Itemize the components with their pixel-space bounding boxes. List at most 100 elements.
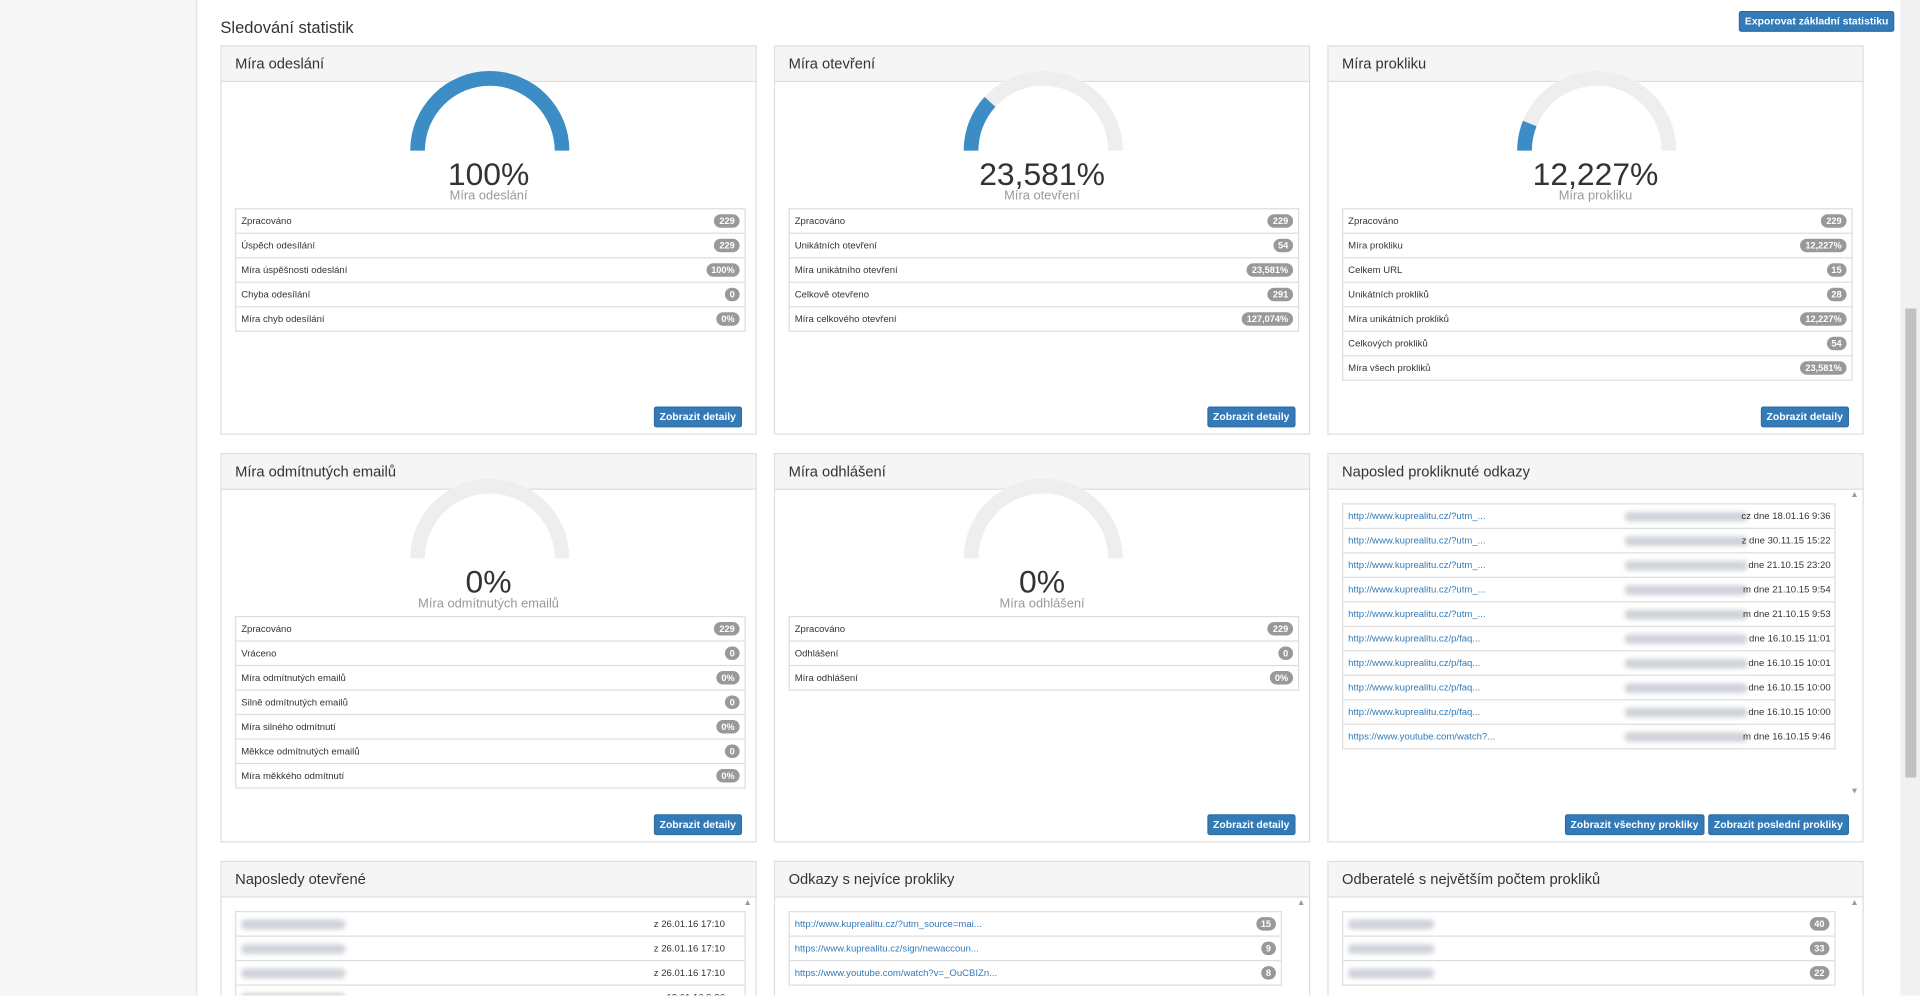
panel-title: Naposled prokliknuté odkazy	[1328, 454, 1863, 490]
gauge-track	[963, 478, 1123, 559]
gauge-track	[410, 478, 570, 559]
badge: 0	[724, 744, 740, 758]
gauge-track	[963, 71, 1123, 151]
panel-title: Míra odeslání	[221, 46, 756, 83]
badge: 9	[1261, 941, 1276, 956]
link[interactable]: http://www.kuprealitu.cz/?utm_source=mai…	[794, 918, 982, 930]
button[interactable]: Zobrazit detaily	[1206, 406, 1296, 428]
button[interactable]: Zobrazit detaily	[653, 814, 743, 836]
stat-row: Míra odmítnutých emailů 0%	[236, 664, 745, 689]
button[interactable]: Zobrazit detaily	[1206, 814, 1296, 836]
link-row: https://www.youtube.com/watch?... m dne 1…	[1343, 723, 1835, 748]
top-link-row: http://www.kuprealitu.cz/?utm_source=mai…	[790, 912, 1281, 935]
date: z 26.01.16 17:10	[653, 942, 725, 954]
badge: 0%	[1269, 671, 1294, 685]
badge: 33	[1809, 941, 1830, 956]
badge: 28	[1826, 287, 1847, 302]
export-button[interactable]: Exporovat základní statistiku	[1738, 11, 1895, 32]
badge: 229	[1267, 622, 1294, 636]
badge: 0%	[716, 720, 740, 734]
link[interactable]: http://www.kuprealitu.cz/?utm_...	[1348, 559, 1486, 571]
badge: 54	[1273, 238, 1294, 253]
button[interactable]: Zobrazit poslední prokliky	[1707, 814, 1849, 836]
stat-row: Zpracováno 229	[790, 209, 1298, 232]
gauge-fill	[963, 96, 996, 151]
stat-row: Celkem URL 15	[1343, 257, 1852, 281]
button[interactable]: Zobrazit detaily	[1760, 406, 1849, 428]
badge: 23,581%	[1247, 263, 1294, 277]
opened-row: z 18.01.16 9:36	[236, 984, 745, 996]
gauge	[963, 71, 1123, 151]
blurred-email	[1624, 511, 1748, 522]
badge: 229	[1821, 214, 1847, 228]
link[interactable]: http://www.kuprealitu.cz/?utm_...	[1348, 510, 1486, 522]
blurred-email	[1624, 536, 1748, 547]
stat-row: Odhlášení 0	[789, 640, 1298, 664]
gauge-value: 12,227%	[1532, 155, 1659, 193]
list: Zpracováno 229 Vráceno 0 Míra odmítnutých em…	[235, 615, 746, 789]
link[interactable]: http://www.kuprealitu.cz/?utm_...	[1348, 535, 1486, 547]
list: Zpracováno 229 Úspěch odesílání 229 Míra úsp…	[235, 208, 746, 332]
list: Zpracováno 229 Odhlášení 0 Míra odhlášení 0%	[788, 615, 1300, 691]
badge: 100%	[706, 263, 740, 277]
badge: 22	[1809, 966, 1830, 980]
gauge-fill	[410, 71, 570, 151]
blurred-email	[1624, 634, 1748, 645]
stat-row: Chyba odesílání 0	[236, 281, 745, 306]
stat-row: Míra chyb odesílání 0%	[236, 306, 745, 330]
badge: 127,074%	[1241, 312, 1294, 326]
blurred-email	[1624, 732, 1748, 743]
link[interactable]: http://www.kuprealitu.cz/?utm_...	[1348, 584, 1486, 596]
link[interactable]: http://www.kuprealitu.cz/p/faq...	[1348, 706, 1481, 718]
link-row: http://www.kuprealitu.cz/?utm_... dne 21.…	[1343, 552, 1835, 576]
link[interactable]: http://www.kuprealitu.cz/p/faq...	[1348, 657, 1481, 669]
subscriber-row: 40	[1343, 912, 1834, 935]
badge: 40	[1809, 917, 1830, 931]
link[interactable]: http://www.kuprealitu.cz/p/faq...	[1348, 633, 1481, 645]
panel: Míra odeslání 100% Míra odeslání Zpracováno…	[220, 45, 757, 435]
scroll-thumb[interactable]	[1905, 308, 1917, 778]
stat-row: Míra unikátního otevření 23,581%	[789, 257, 1298, 281]
scroll-down: ▼	[1850, 787, 1859, 796]
page-title: Sledování statistik	[220, 18, 354, 37]
link[interactable]: http://www.kuprealitu.cz/?utm_...	[1348, 608, 1486, 620]
gauge	[1517, 71, 1677, 151]
badge: 23,581%	[1800, 361, 1847, 375]
stat-row: Zpracováno 229	[236, 617, 744, 640]
gauge-track	[1517, 71, 1677, 151]
link[interactable]: https://www.youtube.com/watch?...	[1348, 731, 1496, 743]
badge: 229	[714, 214, 740, 228]
gauge-label: Míra odhlášení	[999, 596, 1085, 612]
stat-row: Míra všech prokliků 23,581%	[1343, 355, 1852, 379]
button[interactable]: Zobrazit všechny prokliky	[1564, 814, 1705, 836]
link[interactable]: https://www.youtube.com/watch?v=_OuCBIZn…	[794, 967, 998, 979]
panel: Míra odhlášení 0% Míra odhlášení Zpracováno…	[773, 453, 1311, 843]
link-row: http://www.kuprealitu.cz/?utm_... m dne 2…	[1343, 601, 1835, 625]
list: Zpracováno 229 Unikátních otevření 54 Míra u…	[788, 208, 1300, 332]
gauge	[963, 478, 1123, 559]
blurred-email	[1624, 560, 1748, 571]
link[interactable]: http://www.kuprealitu.cz/p/faq...	[1348, 682, 1481, 694]
badge: 0	[724, 287, 740, 302]
link-row: http://www.kuprealitu.cz/?utm_... m dne 2…	[1343, 576, 1835, 601]
stat-row: Měkkce odmítnutých emailů 0	[236, 738, 745, 762]
date: dne 21.10.15 23:20	[1748, 559, 1831, 571]
link[interactable]: https://www.kuprealitu.cz/sign/newaccoun…	[794, 942, 979, 954]
link-row: http://www.kuprealitu.cz/?utm_... z dne 3…	[1343, 527, 1835, 552]
panel: Naposled prokliknuté odkazy http://www.ku…	[1327, 453, 1864, 843]
date: z 26.01.16 17:10	[653, 967, 725, 979]
date: dne 16.10.15 11:01	[1749, 633, 1831, 645]
stat-row: Unikátních prokliků 28	[1343, 281, 1852, 306]
panel-title: Odkazy s nejvíce prokliky	[775, 862, 1309, 898]
button[interactable]: Zobrazit detaily	[653, 406, 743, 428]
link-row: http://www.kuprealitu.cz/p/faq... dne 16.…	[1343, 699, 1835, 723]
blurred-email	[241, 919, 346, 930]
gauge-label: Míra prokliku	[1558, 188, 1633, 204]
stat-row: Míra měkkého odmítnutí 0%	[236, 762, 745, 787]
blurred-email	[1348, 968, 1434, 979]
link-row: http://www.kuprealitu.cz/p/faq... dne 16.…	[1343, 650, 1835, 674]
link-row: http://www.kuprealitu.cz/p/faq... dne 16.…	[1343, 674, 1835, 699]
badge: 8	[1261, 966, 1276, 980]
